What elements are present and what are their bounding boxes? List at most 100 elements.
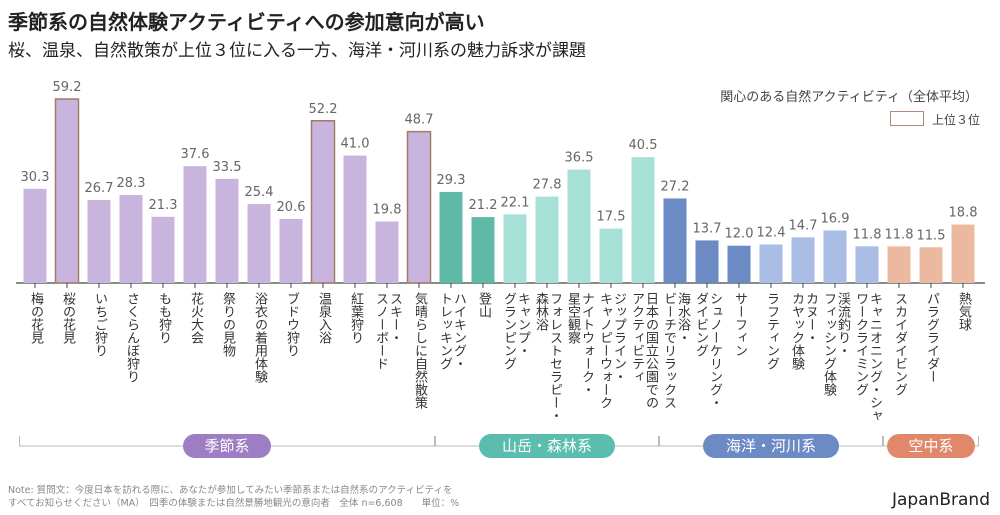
bar [823, 230, 847, 283]
x-tick-label: サーフィン [732, 292, 747, 357]
value-label: 21.2 [469, 198, 498, 213]
bar [439, 191, 463, 283]
bar [23, 188, 47, 283]
x-tick-label: キャンプ・ グランピング [501, 292, 530, 370]
value-label: 40.5 [629, 138, 658, 153]
bar [87, 200, 111, 283]
bar [54, 98, 80, 284]
value-label: 37.6 [181, 147, 210, 162]
chart-title: 季節系の自然体験アクティビティへの参加意向が高い [8, 10, 485, 34]
value-label: 30.3 [21, 170, 50, 185]
value-label: 21.3 [149, 198, 178, 213]
bar [535, 196, 559, 283]
value-label: 19.8 [373, 202, 402, 217]
x-tick-label: 海水浴・ ビーチでリラックス [661, 292, 690, 409]
group-label: 空中系 [887, 434, 975, 458]
x-tick-label: ラフティング [764, 292, 779, 370]
x-tick-label: 温泉入浴 [316, 292, 331, 344]
bar [343, 155, 367, 283]
bar [759, 244, 783, 283]
x-tick-label: 登山 [476, 292, 491, 318]
legend-top3-swatch [890, 111, 924, 126]
bar [791, 237, 815, 283]
value-label: 12.4 [757, 225, 786, 240]
brand-logo: JapanBrand [891, 490, 990, 510]
x-tick-label: 花火大会 [188, 292, 203, 344]
bar [887, 246, 911, 283]
value-label: 29.3 [437, 173, 466, 188]
x-tick-label: シュノーケリング・ ダイビング [693, 292, 722, 409]
x-tick-label: フォレストセラピー・ 森林浴 [533, 292, 562, 422]
value-label: 28.3 [117, 176, 146, 191]
value-label: 33.5 [213, 160, 242, 175]
value-label: 59.2 [53, 80, 82, 95]
x-tick-label: 熱気球 [956, 292, 971, 331]
value-label: 27.8 [533, 178, 562, 193]
value-label: 48.7 [405, 113, 434, 128]
value-label: 18.8 [949, 206, 978, 221]
x-tick-label: 祭りの見物 [220, 292, 235, 357]
legend-title: 関心のある自然アクティビティ（全体平均） [720, 90, 978, 105]
x-tick-label: スキー・ スノーボード [373, 292, 402, 370]
x-tick-label: パラグライダー [924, 292, 939, 383]
x-tick-label: カヌー・ カヤック体験 [789, 292, 818, 370]
group-label: 季節系 [183, 434, 271, 458]
value-label: 36.5 [565, 151, 594, 166]
footnote: Note: 質問文：今度日本を訪れる際に、あなたが参加してみたい季節系または自然… [8, 485, 460, 509]
x-tick-label: 紅葉狩り [348, 292, 363, 344]
bar [151, 216, 175, 283]
value-label: 11.8 [885, 227, 914, 242]
x-tick-label: 日本の国立公園での アクティビティ [629, 292, 658, 409]
x-tick-label: ナイトウォーク・ 星空観察 [565, 292, 594, 396]
bar [471, 217, 495, 283]
bar [406, 130, 432, 284]
value-label: 13.7 [693, 221, 722, 236]
bar [695, 240, 719, 283]
x-tick-label: 渓流釣り・ フィッシング体験 [821, 292, 850, 396]
bar [951, 224, 975, 283]
bar [567, 169, 591, 283]
x-tick-label: いちご狩り [92, 292, 107, 357]
x-tick-label: ブドウ狩り [284, 292, 299, 357]
bar [310, 120, 336, 284]
x-tick-label: 桜の花見 [60, 292, 75, 344]
x-tick-label: スカイダイビング [892, 292, 907, 396]
value-label: 11.5 [917, 228, 946, 243]
value-label: 25.4 [245, 185, 274, 200]
value-label: 11.8 [853, 227, 882, 242]
bar [663, 198, 687, 283]
bar [855, 246, 879, 283]
bar [599, 228, 623, 283]
bar [631, 157, 655, 283]
x-tick-label: ジップライン・ キャノピーウォーク [597, 292, 626, 409]
value-label: 17.5 [597, 210, 626, 225]
group-label: 山岳・森林系 [479, 434, 615, 458]
x-tick-label: 浴衣の着用体験 [252, 292, 267, 383]
value-label: 41.0 [341, 137, 370, 152]
bar [247, 204, 271, 283]
bar [279, 218, 303, 283]
chart-subtitle: 桜、温泉、自然散策が上位３位に入る一方、海洋・河川系の魅力訴求が課題 [8, 41, 586, 61]
group-label: 海洋・河川系 [703, 434, 839, 458]
x-tick-label: キャニオニング・シャ ワークライミング [853, 292, 882, 422]
x-tick-label: 気晴らしに自然散策 [412, 292, 427, 409]
bar [183, 166, 207, 283]
bar [919, 247, 943, 283]
bar [119, 195, 143, 283]
legend-top3-label: 上位３位 [932, 113, 981, 127]
bar [503, 214, 527, 283]
value-label: 16.9 [821, 211, 850, 226]
bar [375, 221, 399, 283]
value-label: 27.2 [661, 179, 690, 194]
value-label: 20.6 [277, 200, 306, 215]
value-label: 12.0 [725, 227, 754, 242]
bar [727, 245, 751, 283]
value-label: 52.2 [309, 102, 338, 117]
bar [215, 178, 239, 283]
x-tick-label: さくらんぼ狩り [124, 292, 139, 383]
value-label: 26.7 [85, 181, 114, 196]
x-tick-label: 梅の花見 [28, 292, 43, 344]
value-label: 14.7 [789, 218, 818, 233]
